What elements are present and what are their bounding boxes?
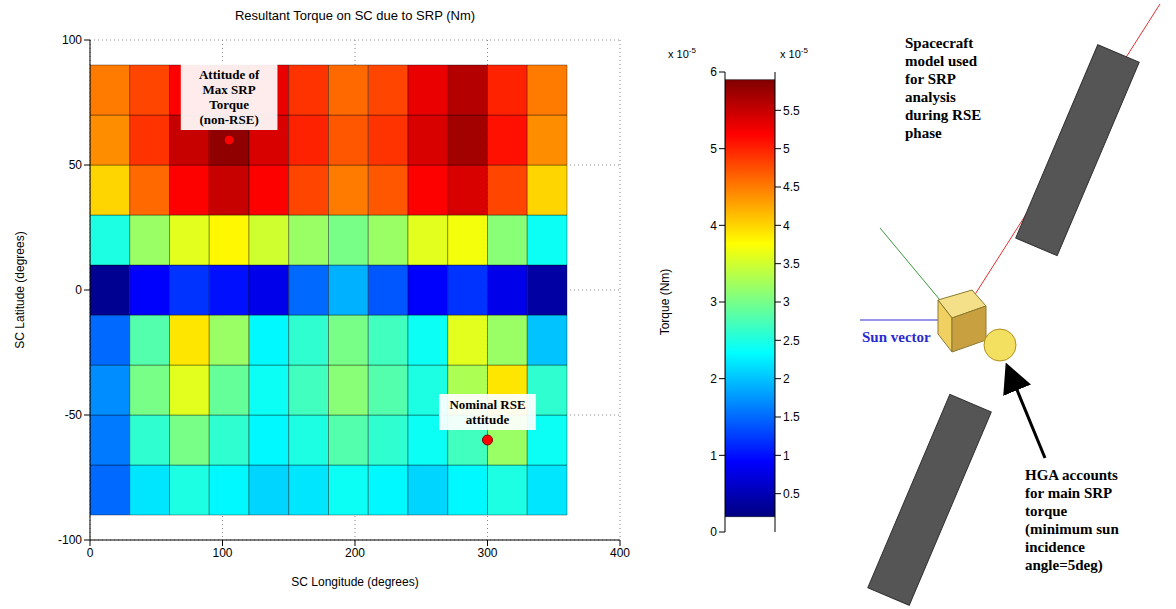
svg-text:4: 4 [710,219,717,233]
svg-text:Nominal RSEattitude: Nominal RSEattitude [449,397,525,427]
svg-text:Attitude ofMax SRPTorque(non-R: Attitude ofMax SRPTorque(non-RSE) [199,67,260,127]
svg-text:1.5: 1.5 [783,410,800,424]
svg-text:100: 100 [62,33,82,47]
svg-text:3: 3 [710,295,717,309]
svg-text:-50: -50 [65,408,83,422]
html-text:x 10-5: x 10-5 [780,46,808,60]
svg-text:6: 6 [710,65,717,79]
svg-text:5.5: 5.5 [783,104,800,118]
svg-text:3.5: 3.5 [783,257,800,271]
svg-text:0: 0 [710,525,717,539]
svg-text:HGA accountsfor main SRPtorque: HGA accountsfor main SRPtorque(minimum s… [1025,467,1119,574]
svg-text:3: 3 [783,295,790,309]
svg-text:4: 4 [783,219,790,233]
svg-text:50: 50 [69,158,83,172]
svg-text:5: 5 [710,142,717,156]
html-text:Resultant Torque on SC due to: Resultant Torque on SC due to SRP (Nm) [234,8,476,23]
svg-text:300: 300 [477,546,497,560]
svg-text:0: 0 [75,283,82,297]
svg-text:Sun vector: Sun vector [862,329,931,345]
svg-text:0: 0 [87,546,94,560]
svg-text:SC Latitude (degrees): SC Latitude (degrees) [13,231,27,348]
svg-text:1: 1 [710,449,717,463]
svg-text:Torque (Nm): Torque (Nm) [658,269,672,336]
svg-text:4.5: 4.5 [783,180,800,194]
svg-text:2: 2 [783,372,790,386]
svg-text:0.5: 0.5 [783,487,800,501]
svg-text:Spacecraftmodel usedfor SRPana: Spacecraftmodel usedfor SRPanalysisdurin… [905,35,981,141]
svg-text:5: 5 [783,142,790,156]
html-text:x 10-5: x 10-5 [668,46,696,60]
svg-text:2: 2 [710,372,717,386]
svg-text:100: 100 [212,546,232,560]
svg-text:2.5: 2.5 [783,334,800,348]
svg-text:200: 200 [345,546,365,560]
svg-text:SC Longitude (degrees): SC Longitude (degrees) [291,575,418,589]
svg-text:400: 400 [610,546,630,560]
svg-text:1: 1 [783,449,790,463]
svg-text:-100: -100 [58,533,82,547]
